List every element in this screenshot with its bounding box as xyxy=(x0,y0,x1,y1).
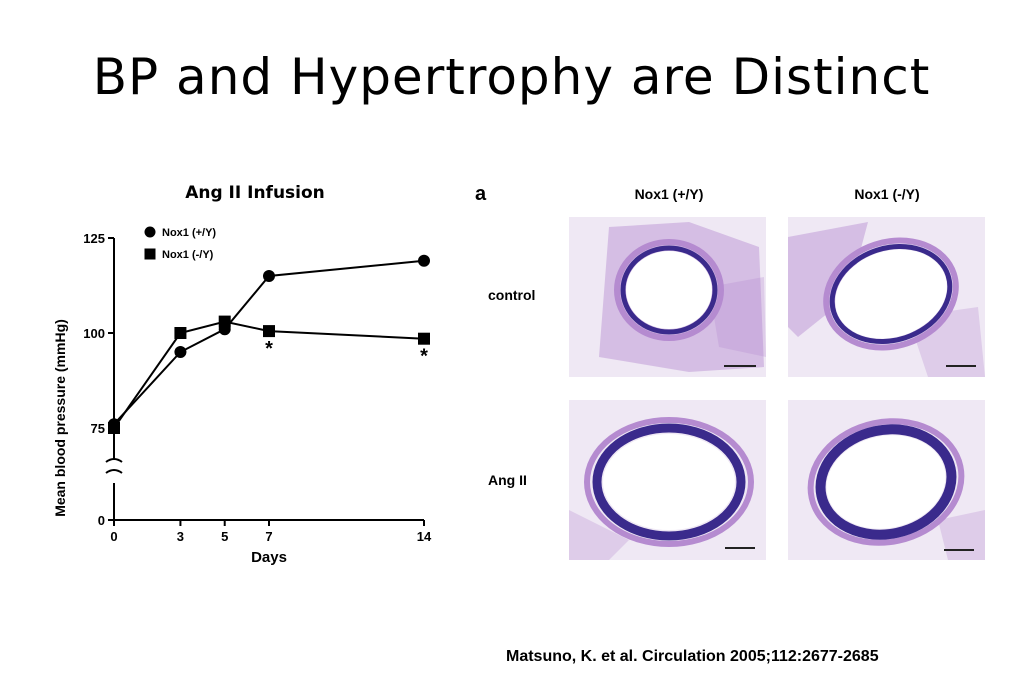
bp-chart-svg: Ang II Infusion Nox1 (+/Y)Nox1 (-/Y) 075… xyxy=(52,183,432,566)
significance-asterisk: * xyxy=(265,338,273,360)
data-point-square xyxy=(218,315,231,328)
slide-title: BP and Hypertrophy are Distinct xyxy=(92,48,931,106)
y-tick-label: 75 xyxy=(91,421,105,436)
legend-label: Nox1 (-/Y) xyxy=(162,249,214,261)
data-point-square xyxy=(418,332,430,345)
micrograph-angii-nox1-minus xyxy=(788,400,985,560)
micrograph-control-nox1-minus xyxy=(788,217,985,377)
legend-marker-square xyxy=(144,248,156,260)
data-point-circle xyxy=(174,346,187,358)
x-tick-label: 7 xyxy=(265,529,272,544)
data-point-square xyxy=(108,422,120,434)
legend-label: Nox1 (+/Y) xyxy=(162,227,216,239)
x-tick-label: 5 xyxy=(221,529,228,544)
histology-panel: a Nox1 (+/Y) Nox1 (-/Y) control Ang II xyxy=(470,180,1000,580)
x-tick-label: 3 xyxy=(177,529,184,544)
panel-letter: a xyxy=(475,183,487,205)
y-tick-label: 125 xyxy=(83,231,105,246)
data-point-circle xyxy=(263,270,275,282)
data-point-circle xyxy=(418,254,430,267)
bp-chart: Ang II Infusion Nox1 (+/Y) Nox1 (-/Y) 0 75… xyxy=(40,170,450,580)
y-tick-label: 0 xyxy=(98,513,105,528)
legend-marker-circle xyxy=(144,226,156,238)
column-header-nox1-minus: Nox1 (-/Y) xyxy=(854,186,920,202)
axis-break-mark xyxy=(105,458,123,474)
significance-asterisk: * xyxy=(420,346,428,368)
data-point-square xyxy=(263,325,275,338)
chart-legend: Nox1 (+/Y) Nox1 (-/Y) xyxy=(144,226,216,261)
micrograph-control-nox1-plus xyxy=(569,217,766,377)
x-tick-label: 0 xyxy=(110,529,117,544)
column-header-nox1-plus: Nox1 (+/Y) xyxy=(634,186,704,202)
x-axis-label: Days xyxy=(251,549,287,566)
data-point-square xyxy=(174,327,187,339)
y-tick-label: 100 xyxy=(83,326,105,341)
chart-series: * * xyxy=(108,254,430,434)
chart-title: Ang II Infusion xyxy=(185,183,325,203)
y-axis-label: Mean blood pressure (mmHg) xyxy=(52,319,68,517)
micrograph-angii-nox1-plus xyxy=(569,400,766,560)
chart-axes: 0 75 100 125 0 3 5 7 14 xyxy=(83,231,432,544)
x-tick-label: 14 xyxy=(417,529,432,544)
row-header-control: control xyxy=(488,287,536,303)
citation: Matsuno, K. et al. Circulation 2005;112:… xyxy=(506,648,879,665)
row-header-ang-ii: Ang II xyxy=(488,472,527,488)
